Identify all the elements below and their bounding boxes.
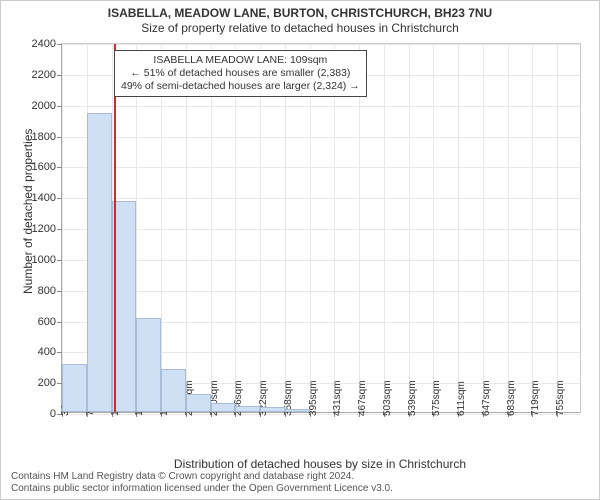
ytick-label: 1800 (32, 131, 62, 143)
annotation-line: ISABELLA MEADOW LANE: 109sqm (121, 54, 360, 67)
gridline-v (161, 44, 162, 412)
xtick-label: 611sqm (456, 381, 467, 416)
plot-wrap: 0200400600800100012001400160018002000220… (61, 43, 581, 413)
ytick-label: 800 (38, 285, 62, 297)
histogram-bar (186, 394, 211, 413)
histogram-bar (161, 369, 186, 412)
gridline-v (483, 44, 484, 412)
gridline-v (211, 44, 212, 412)
gridline-v (409, 44, 410, 412)
xtick-label: 467sqm (357, 380, 368, 416)
gridline-v (260, 44, 261, 412)
gridline-v (359, 44, 360, 412)
annotation-line: ← 51% of detached houses are smaller (2,… (121, 67, 360, 80)
gridline-v (384, 44, 385, 412)
page-root: ISABELLA, MEADOW LANE, BURTON, CHRISTCHU… (0, 0, 600, 500)
x-axis-label: Distribution of detached houses by size … (61, 457, 579, 471)
histogram-bar (136, 318, 161, 412)
plot-area: 0200400600800100012001400160018002000220… (61, 43, 581, 413)
ytick-label: 2200 (32, 69, 62, 81)
ytick-label: 1400 (32, 192, 62, 204)
histogram-bar (260, 407, 285, 412)
chart-title-sub: Size of property relative to detached ho… (1, 21, 599, 35)
ytick-label: 2400 (32, 38, 62, 50)
ytick-label: 1200 (32, 223, 62, 235)
ytick-label: 2000 (32, 100, 62, 112)
gridline-v (310, 44, 311, 412)
footer-line-2: Contains public sector information licen… (11, 483, 393, 495)
gridline-v (532, 44, 533, 412)
ytick-label: 600 (38, 316, 62, 328)
gridline-v (557, 44, 558, 412)
gridline-v (285, 44, 286, 412)
gridline-v (186, 44, 187, 412)
gridline-h (62, 137, 580, 138)
xtick-label: 755sqm (555, 380, 566, 416)
ytick-label: 200 (38, 377, 62, 389)
xtick-label: 575sqm (431, 380, 442, 416)
histogram-bar (285, 409, 310, 412)
ytick-label: 1600 (32, 161, 62, 173)
gridline-h (62, 198, 580, 199)
xtick-label: 647sqm (481, 380, 492, 416)
gridline-v (508, 44, 509, 412)
gridline-v (433, 44, 434, 412)
gridline-h (62, 229, 580, 230)
y-axis-label: Number of detached properties (21, 129, 35, 294)
ytick-label: 400 (38, 346, 62, 358)
annotation-box: ISABELLA MEADOW LANE: 109sqm← 51% of det… (114, 50, 367, 97)
xtick-label: 719sqm (530, 380, 541, 416)
gridline-h (62, 167, 580, 168)
xtick-label: 539sqm (407, 380, 418, 416)
gridline-v (458, 44, 459, 412)
histogram-bar (211, 403, 236, 412)
histogram-bar (87, 113, 112, 412)
gridline-v (235, 44, 236, 412)
gridline-h (62, 106, 580, 107)
gridline-h (62, 260, 580, 261)
xtick-label: 683sqm (506, 380, 517, 416)
gridline-v (334, 44, 335, 412)
chart-title-main: ISABELLA, MEADOW LANE, BURTON, CHRISTCHU… (1, 6, 599, 20)
footer-attribution: Contains HM Land Registry data © Crown c… (11, 471, 393, 494)
xtick-label: 503sqm (382, 380, 393, 416)
gridline-h (62, 291, 580, 292)
histogram-bar (235, 406, 260, 412)
gridline-h (62, 44, 580, 45)
footer-line-1: Contains HM Land Registry data © Crown c… (11, 471, 393, 483)
annotation-line: 49% of semi-detached houses are larger (… (121, 80, 360, 93)
gridline-v (62, 44, 63, 412)
reference-line (114, 44, 116, 412)
xtick-label: 431sqm (332, 380, 343, 416)
ytick-label: 1000 (32, 254, 62, 266)
histogram-bar (62, 364, 87, 412)
